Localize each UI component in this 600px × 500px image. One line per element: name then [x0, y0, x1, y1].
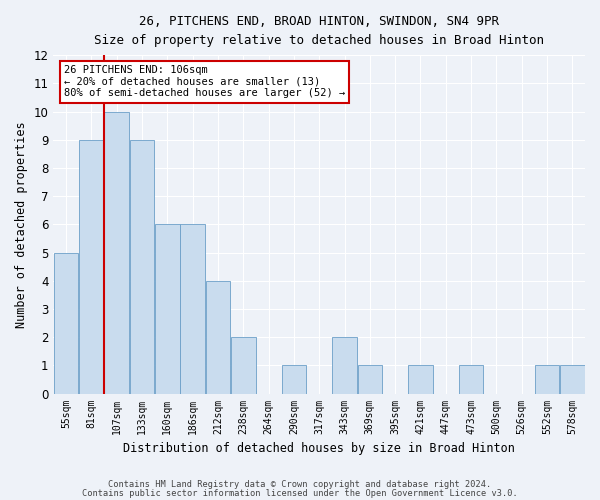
Bar: [181, 224, 205, 394]
X-axis label: Distribution of detached houses by size in Broad Hinton: Distribution of detached houses by size …: [123, 442, 515, 455]
Title: 26, PITCHENS END, BROAD HINTON, SWINDON, SN4 9PR
Size of property relative to de: 26, PITCHENS END, BROAD HINTON, SWINDON,…: [94, 15, 544, 47]
Bar: [206, 280, 230, 394]
Bar: [535, 366, 559, 394]
Bar: [281, 366, 306, 394]
Bar: [231, 337, 256, 394]
Bar: [560, 366, 584, 394]
Bar: [155, 224, 179, 394]
Bar: [358, 366, 382, 394]
Bar: [54, 252, 79, 394]
Bar: [130, 140, 154, 394]
Y-axis label: Number of detached properties: Number of detached properties: [15, 121, 28, 328]
Text: Contains public sector information licensed under the Open Government Licence v3: Contains public sector information licen…: [82, 490, 518, 498]
Bar: [104, 112, 129, 394]
Bar: [408, 366, 433, 394]
Bar: [332, 337, 357, 394]
Text: 26 PITCHENS END: 106sqm
← 20% of detached houses are smaller (13)
80% of semi-de: 26 PITCHENS END: 106sqm ← 20% of detache…: [64, 66, 345, 98]
Bar: [459, 366, 484, 394]
Text: Contains HM Land Registry data © Crown copyright and database right 2024.: Contains HM Land Registry data © Crown c…: [109, 480, 491, 489]
Bar: [79, 140, 104, 394]
